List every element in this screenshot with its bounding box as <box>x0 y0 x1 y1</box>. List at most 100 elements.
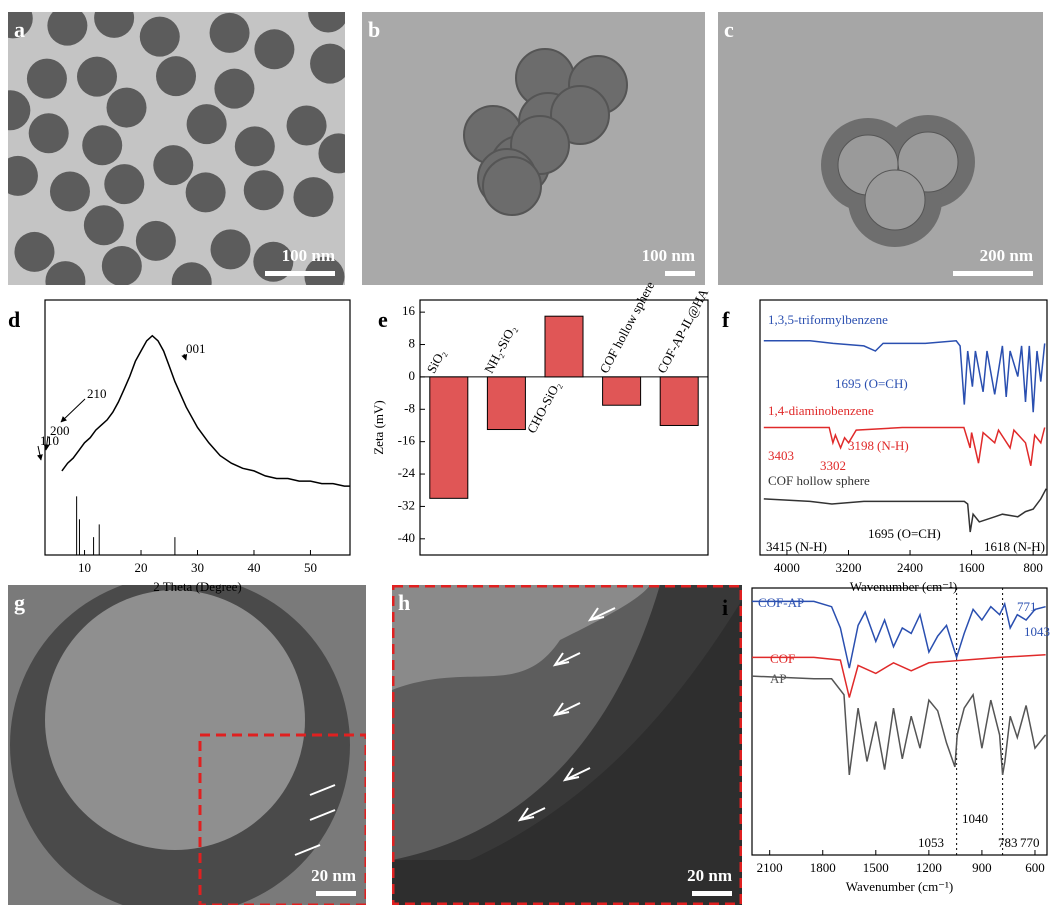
series-label: 1,4-diaminobenzene <box>768 403 874 418</box>
annotation: 3198 <box>848 438 874 453</box>
particle <box>318 133 358 173</box>
particle <box>310 44 350 84</box>
particle <box>211 229 251 269</box>
x-tick-label: 1600 <box>959 560 985 575</box>
annotation-pointer <box>38 446 41 460</box>
category-label: COF hollow sphere <box>596 279 657 376</box>
particle <box>102 246 142 286</box>
core <box>45 590 305 850</box>
annotation: 783 <box>998 835 1018 850</box>
spectrum <box>752 676 1046 775</box>
panel-label: b <box>368 17 380 42</box>
particle <box>172 262 212 302</box>
scale-bar-label: 100 nm <box>642 246 695 265</box>
annotation: 210 <box>87 386 107 401</box>
particle <box>14 232 54 272</box>
particle <box>210 13 250 53</box>
series-label: COF hollow sphere <box>768 473 870 488</box>
y-tick-label: 8 <box>409 336 416 351</box>
particle <box>29 113 69 153</box>
x-tick-label: 1800 <box>810 860 836 875</box>
annotation: 1618 (N-H) <box>984 539 1045 554</box>
series-label: 1,3,5-triformylbenzene <box>768 312 888 327</box>
particle <box>140 17 180 57</box>
particle <box>82 125 122 165</box>
annotation: 1040 <box>962 811 988 826</box>
particle <box>153 145 193 185</box>
bar <box>487 377 525 430</box>
particle <box>84 205 124 245</box>
annotation: 3302 <box>820 458 846 473</box>
scale-bar <box>692 891 732 896</box>
figure: a100 nmb100 nmc200 nmg20 nmh20 nmd2 Thet… <box>0 0 1051 909</box>
annotation: 771 <box>1017 599 1037 614</box>
annotation: 1043 <box>1024 624 1050 639</box>
particle <box>214 69 254 109</box>
particle <box>287 105 327 145</box>
category-label: COF-AP-IL@HA <box>654 286 711 376</box>
category-label: SiO₂ <box>424 347 449 376</box>
panel-label: i <box>722 595 728 620</box>
scale-bar-label: 100 nm <box>282 246 335 265</box>
particle <box>136 221 176 261</box>
particle <box>156 56 196 96</box>
annotation: 1053 <box>918 835 944 850</box>
particle <box>254 29 294 69</box>
annotation: 770 <box>1020 835 1040 850</box>
panel-label: f <box>722 307 730 332</box>
annotation: 3403 <box>768 448 794 463</box>
x-tick-label: 2400 <box>897 560 923 575</box>
scale-bar <box>316 891 356 896</box>
x-tick-label: 1200 <box>916 860 942 875</box>
x-tick-label: 1500 <box>863 860 889 875</box>
particle <box>107 88 147 128</box>
series-label: AP <box>770 671 787 686</box>
annotation: 001 <box>186 341 206 356</box>
category-label: NH₂-SiO₂ <box>481 322 519 375</box>
bar <box>545 316 583 377</box>
annotation: 110 <box>40 433 59 448</box>
particle <box>186 172 226 212</box>
bar <box>430 377 468 498</box>
x-tick-label: 40 <box>247 560 260 575</box>
image-panel: a 100 nm <box>0 0 358 302</box>
x-tick-label: 10 <box>78 560 91 575</box>
x-tick-label: 50 <box>304 560 317 575</box>
annotation: 3415 (N-H) <box>766 539 827 554</box>
panel-label: a <box>14 17 25 42</box>
particle <box>50 172 90 212</box>
particle <box>47 6 87 46</box>
scale-bar <box>265 271 335 276</box>
x-tick-label: 2100 <box>757 860 783 875</box>
particle <box>27 59 67 99</box>
scale-bar-label: 20 nm <box>311 866 356 885</box>
image-panel: h20 nm <box>392 585 742 905</box>
series-label: COF-AP <box>758 595 804 610</box>
image-panel: g 20 nm <box>8 575 366 909</box>
panel-label: c <box>724 17 734 42</box>
particle <box>244 170 284 210</box>
panel-label: g <box>14 590 25 615</box>
annotation: 1695 (O=CH) <box>835 376 908 391</box>
x-tick-label: 600 <box>1025 860 1045 875</box>
x-axis-title: Wavenumber (cm⁻¹) <box>846 879 954 894</box>
panel-label: d <box>8 307 20 332</box>
image-panel: b 100 nm <box>362 12 705 285</box>
core <box>865 170 925 230</box>
particle <box>77 57 117 97</box>
panel-label: h <box>398 590 410 615</box>
y-tick-label: -40 <box>398 530 415 545</box>
spectrum <box>752 655 1046 698</box>
x-tick-label: 800 <box>1023 560 1043 575</box>
y-tick-label: -24 <box>398 465 416 480</box>
spectrum <box>62 336 350 486</box>
x-tick-label: 900 <box>972 860 992 875</box>
scale-bar <box>665 271 695 276</box>
series-label: COF <box>770 651 795 666</box>
particle <box>293 177 333 217</box>
particle <box>45 261 85 301</box>
y-tick-label: 0 <box>409 368 416 383</box>
x-tick-label: 3200 <box>835 560 861 575</box>
y-tick-label: 16 <box>402 303 416 318</box>
